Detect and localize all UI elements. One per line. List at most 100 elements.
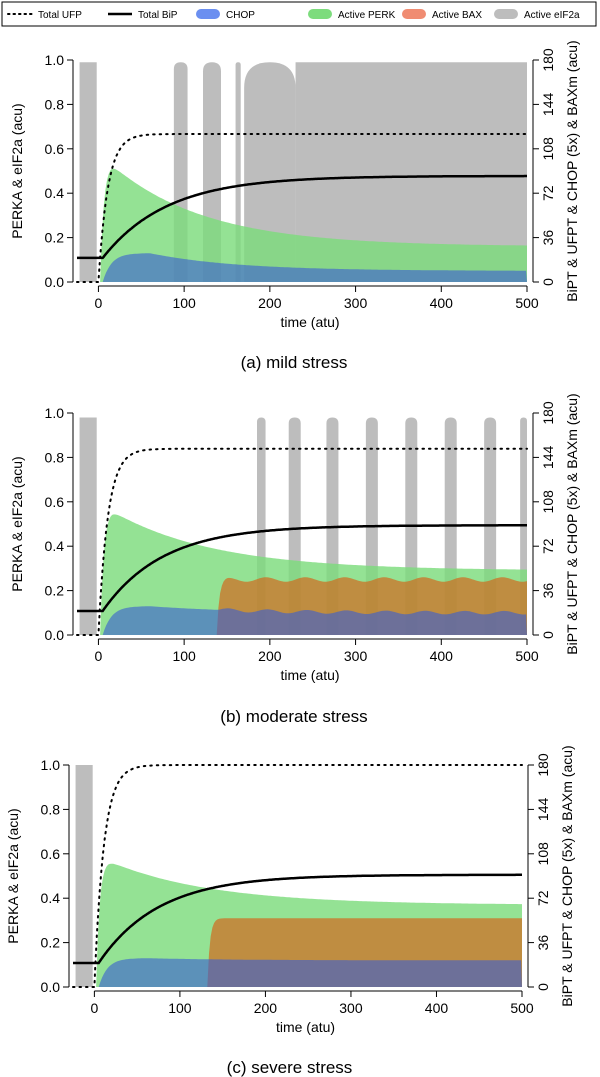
left-tick-label: 0.2 xyxy=(45,230,65,246)
left-axis-label: PERKA & eIF2a (acu) xyxy=(9,456,25,591)
legend-items: Total UFP Total BiP CHOP Active PERK Active … xyxy=(7,9,580,21)
left-tick-label: 0.2 xyxy=(45,583,65,599)
x-tick-label: 400 xyxy=(425,1000,449,1016)
eif2a-pulse xyxy=(75,765,93,987)
right-tick-label: 72 xyxy=(540,538,556,554)
legend-label: Active PERK xyxy=(338,10,396,21)
x-tick-label: 400 xyxy=(430,648,454,664)
x-tick-label: 200 xyxy=(258,295,282,311)
x-axis: 0 100 200 300 400 500 time (atu) xyxy=(95,285,539,330)
left-tick-label: 0.4 xyxy=(45,185,65,201)
right-axis-label: BiPT & UFPT & CHOP (5x) & BAXm (acu) xyxy=(559,745,575,1006)
left-tick-label: 1.0 xyxy=(45,52,65,68)
right-tick-label: 180 xyxy=(535,753,551,777)
right-axis-label: BiPT & UFPT & CHOP (5x) & BAXm (acu) xyxy=(564,40,580,301)
right-tick-label: 180 xyxy=(540,48,556,72)
eif2a-pulse xyxy=(244,62,296,282)
eif2a-pulse xyxy=(79,62,97,282)
legend-entry-active-eif2a: Active eIF2a xyxy=(494,9,580,21)
series-total-ufp xyxy=(76,133,528,283)
left-tick-label: 0.0 xyxy=(45,627,65,643)
x-tick-label: 300 xyxy=(339,1000,363,1016)
panel-caption: (c) severe stress xyxy=(227,1058,353,1077)
right-tick-label: 108 xyxy=(540,490,556,514)
legend-swatch xyxy=(402,9,426,19)
left-tick-label: 0.6 xyxy=(45,141,65,157)
legend-entry-total-ufp: Total UFP xyxy=(7,10,82,21)
left-tick-label: 0.0 xyxy=(45,274,65,290)
left-tick-label: 1.0 xyxy=(45,405,65,421)
right-tick-label: 36 xyxy=(540,583,556,599)
legend-swatch xyxy=(494,9,518,19)
left-tick-label: 0.8 xyxy=(45,96,65,112)
series-total-bip xyxy=(73,873,522,965)
right-tick-label: 0 xyxy=(540,631,556,639)
legend-label: CHOP xyxy=(226,10,255,21)
series-total-bip xyxy=(77,524,527,613)
panel-severe-stress: 0.0 0.2 0.4 0.6 0.8 1.0 PERKA & eIF2a (acu) 0 36… xyxy=(5,745,575,1077)
legend-entry-active-perk: Active PERK xyxy=(308,9,396,21)
left-tick-label: 0.6 xyxy=(41,846,61,862)
right-tick-label: 36 xyxy=(535,935,551,951)
x-tick-label: 0 xyxy=(90,1000,98,1016)
x-axis-label: time (atu) xyxy=(280,314,339,330)
eif2a-pulse xyxy=(79,417,97,635)
left-axis-label: PERKA & eIF2a (acu) xyxy=(9,103,25,238)
x-axis-label: time (atu) xyxy=(276,1019,335,1035)
right-tick-label: 108 xyxy=(540,137,556,161)
panel-caption: (b) moderate stress xyxy=(220,707,367,726)
x-tick-label: 500 xyxy=(515,295,539,311)
left-tick-label: 0.4 xyxy=(45,538,65,554)
left-axis: 0.0 0.2 0.4 0.6 0.8 1.0 PERKA & eIF2a (acu) xyxy=(5,757,70,995)
legend-entry-chop: CHOP xyxy=(196,9,255,21)
legend-entry-total-bip: Total BiP xyxy=(108,10,178,21)
x-tick-label: 300 xyxy=(344,648,368,664)
eif2a-pulse xyxy=(295,62,527,282)
x-tick-label: 100 xyxy=(172,648,196,664)
panel-mild-stress: 0.0 0.2 0.4 0.6 0.8 1.0 PERKA & eIF2a (acu) 0 36… xyxy=(9,40,580,372)
left-tick-label: 0.4 xyxy=(41,890,61,906)
right-tick-label: 144 xyxy=(540,93,556,117)
series-chop xyxy=(102,253,527,282)
series-chop xyxy=(102,606,527,635)
legend-label: Total UFP xyxy=(38,10,82,21)
panel-moderate-stress: 0.0 0.2 0.4 0.6 0.8 1.0 PERKA & eIF2a (acu) 0 36… xyxy=(9,393,580,726)
right-axis-label: BiPT & UFPT & CHOP (5x) & BAXm (acu) xyxy=(564,393,580,654)
left-tick-label: 1.0 xyxy=(41,757,61,773)
left-axis: 0.0 0.2 0.4 0.6 0.8 1.0 PERKA & eIF2a (acu) xyxy=(9,52,74,290)
left-tick-label: 0.6 xyxy=(45,494,65,510)
x-tick-label: 500 xyxy=(510,1000,534,1016)
left-axis-label: PERKA & eIF2a (acu) xyxy=(5,808,21,943)
x-axis: 0 100 200 300 400 500 time (atu) xyxy=(90,990,534,1035)
panel-caption: (a) mild stress xyxy=(241,353,348,372)
series-active-perk xyxy=(98,168,528,282)
series-active-eif2a xyxy=(75,765,93,987)
x-tick-label: 0 xyxy=(95,648,103,664)
x-tick-label: 300 xyxy=(344,295,368,311)
x-axis-label: time (atu) xyxy=(280,667,339,683)
right-tick-label: 144 xyxy=(540,446,556,470)
legend-label: Active eIF2a xyxy=(524,10,580,21)
series-chop xyxy=(98,958,522,987)
right-tick-label: 36 xyxy=(540,230,556,246)
series-total-ufp xyxy=(76,447,528,636)
right-tick-label: 144 xyxy=(535,798,551,822)
right-tick-label: 72 xyxy=(540,185,556,201)
x-axis: 0 100 200 300 400 500 time (atu) xyxy=(95,638,539,683)
left-tick-label: 0.2 xyxy=(41,935,61,951)
x-tick-label: 0 xyxy=(95,295,103,311)
left-tick-label: 0.0 xyxy=(41,979,61,995)
right-tick-label: 72 xyxy=(535,890,551,906)
x-tick-label: 200 xyxy=(254,1000,278,1016)
legend-swatch xyxy=(308,9,332,19)
left-tick-label: 0.8 xyxy=(45,449,65,465)
x-tick-label: 100 xyxy=(172,295,196,311)
right-tick-label: 0 xyxy=(540,278,556,286)
right-axis: 0 36 72 108 144 180 BiPT & UFPT & CHOP (5x) & … xyxy=(532,40,580,302)
x-tick-label: 400 xyxy=(430,295,454,311)
left-tick-label: 0.8 xyxy=(41,801,61,817)
x-tick-label: 100 xyxy=(168,1000,192,1016)
legend-swatch xyxy=(196,9,220,19)
legend-entry-active-bax: Active BAX xyxy=(402,9,482,21)
